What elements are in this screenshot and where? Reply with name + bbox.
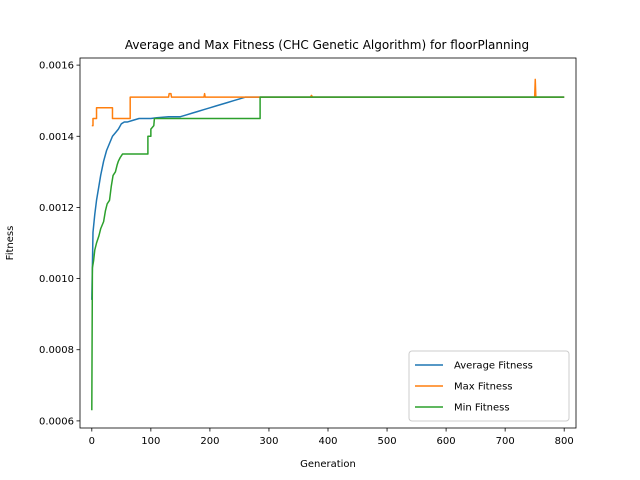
- x-tick-label: 200: [200, 436, 219, 447]
- x-tick-label: 400: [318, 436, 337, 447]
- x-tick-label: 0: [89, 436, 95, 447]
- legend-box: [408, 350, 570, 422]
- chart-title: Average and Max Fitness (CHC Genetic Alg…: [125, 38, 529, 52]
- y-axis-label: Fitness: [5, 226, 16, 261]
- series-line-0: [91, 96, 565, 300]
- y-tick-label: 0.0006: [39, 416, 74, 427]
- series-line-2: [91, 96, 565, 411]
- legend: Average Fitness Max Fitness Min Fitness: [408, 350, 570, 422]
- y-tick-label: 0.0012: [39, 203, 74, 214]
- x-tick-label: 800: [555, 436, 574, 447]
- x-tick-label: 500: [378, 436, 397, 447]
- legend-label-0: Average Fitness: [454, 361, 533, 372]
- x-tick-label: 600: [437, 436, 456, 447]
- y-tick-label: 0.0014: [39, 132, 74, 143]
- y-tick-label: 0.0008: [39, 345, 74, 356]
- x-axis-label: Generation: [300, 459, 356, 470]
- x-tick-label: 700: [496, 436, 515, 447]
- y-tick-label: 0.0016: [39, 61, 74, 72]
- x-tick-label: 100: [141, 436, 160, 447]
- y-tick-label: 0.0010: [39, 274, 74, 285]
- x-tick-label: 300: [259, 436, 278, 447]
- legend-label-2: Min Fitness: [454, 403, 510, 414]
- legend-label-1: Max Fitness: [454, 382, 513, 393]
